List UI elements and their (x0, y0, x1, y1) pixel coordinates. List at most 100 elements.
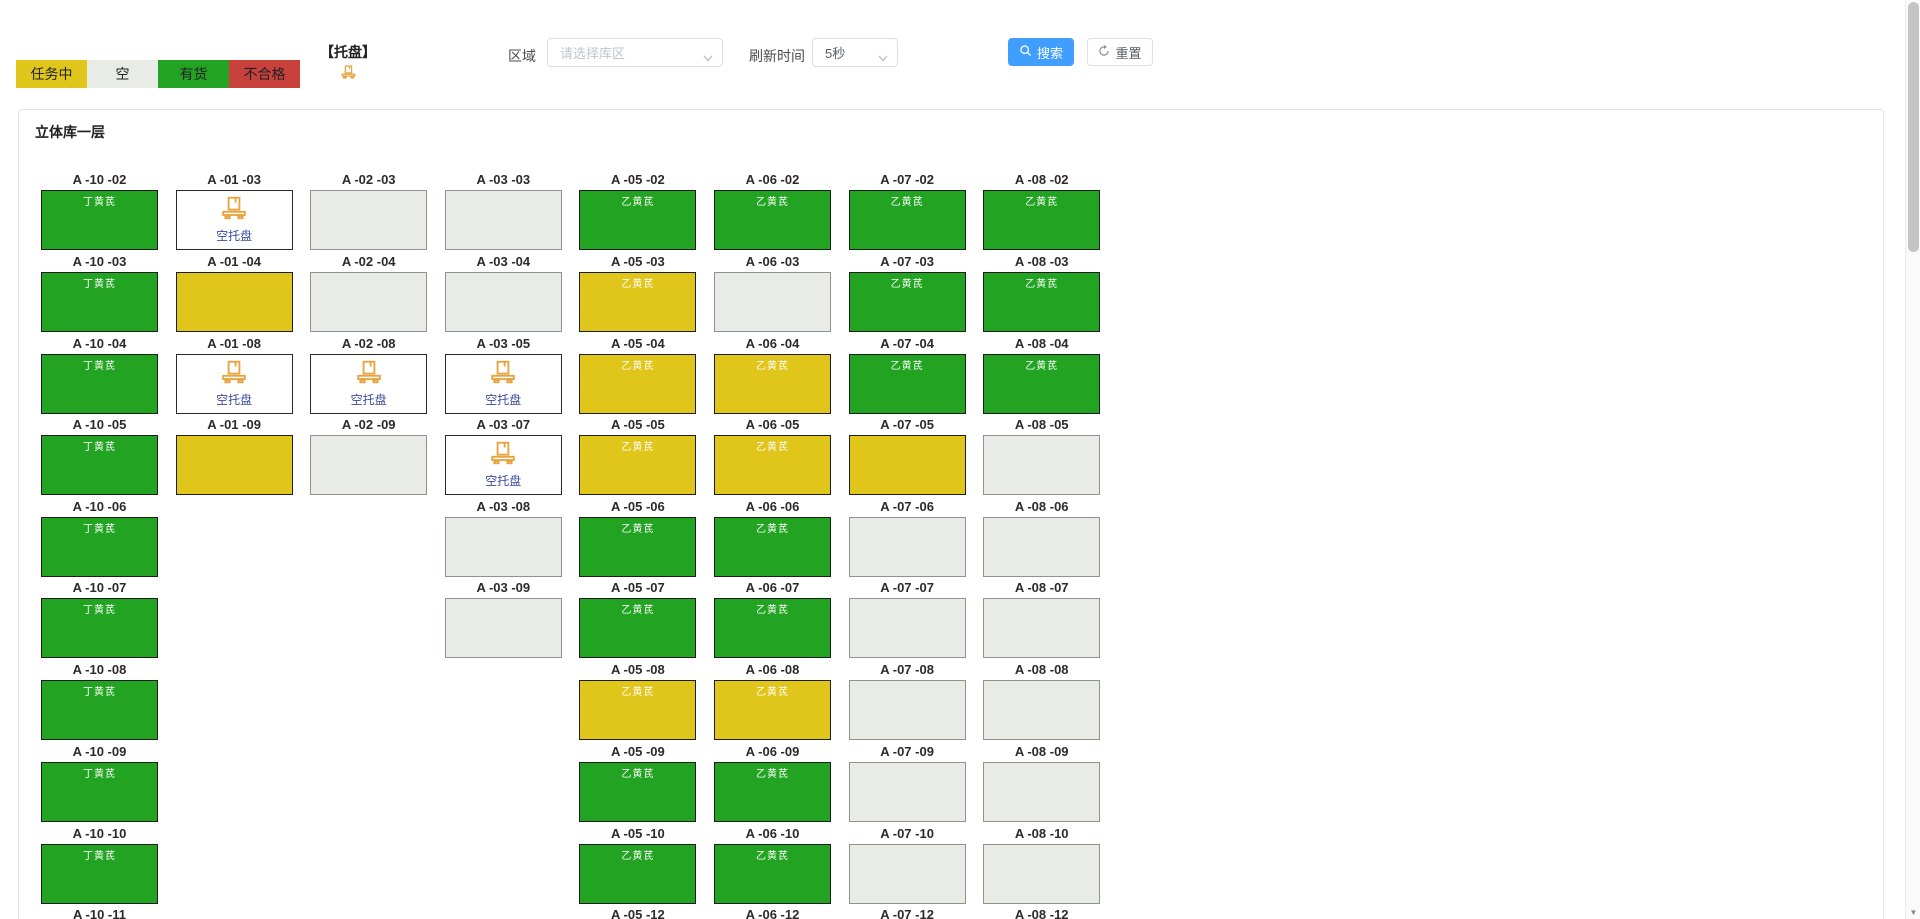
cell-box-task[interactable]: 乙黄芪 (579, 680, 697, 740)
cell-box-task[interactable] (175, 435, 293, 495)
cell-code: A -05 -09 (611, 744, 665, 759)
cell-box-stock[interactable]: 乙黄芪 (579, 598, 697, 658)
cell-box-stock[interactable]: 乙黄芪 (848, 190, 966, 250)
cell-box-stock[interactable]: 丁黄芪 (41, 598, 158, 658)
storage-cell: A -08 -07 (983, 581, 1101, 658)
scrollbar-down-arrow[interactable]: ▼ (1909, 908, 1918, 917)
storage-cell: A -08 -06 (983, 500, 1101, 577)
refresh-icon (1098, 44, 1110, 60)
cell-box-task[interactable] (848, 435, 966, 495)
cell-box-stock[interactable]: 乙黄芪 (983, 354, 1101, 414)
reset-button[interactable]: 重置 (1087, 38, 1153, 66)
vertical-scrollbar[interactable]: ▼ (1905, 0, 1920, 919)
cell-box-task[interactable]: 乙黄芪 (579, 354, 697, 414)
pallet-icon (311, 360, 426, 384)
cell-box-stock[interactable]: 乙黄芪 (579, 190, 697, 250)
cell-box-empty[interactable] (983, 435, 1101, 495)
cell-box-stock[interactable]: 丁黄芪 (41, 190, 158, 250)
cell-box-empty[interactable] (444, 190, 562, 250)
cell-box-stock[interactable]: 丁黄芪 (41, 354, 158, 414)
cell-box-pallet[interactable]: 空托盘 (444, 435, 562, 495)
cell-material-label: 丁黄芪 (83, 687, 116, 698)
cell-code: A -10 -04 (72, 336, 127, 351)
cell-box-empty[interactable] (983, 680, 1101, 740)
cell-code: A -03 -05 (476, 336, 531, 351)
cell-box-empty[interactable] (983, 844, 1101, 904)
storage-cell: A -10 -07 丁黄芪 (41, 581, 158, 658)
cell-code: A -10 -02 (72, 172, 127, 187)
cell-box-pallet[interactable]: 空托盘 (310, 354, 428, 414)
cell-material-label: 丁黄芪 (83, 605, 116, 616)
refresh-select[interactable]: 5秒 (812, 38, 898, 67)
cell-box-stock[interactable]: 丁黄芪 (41, 844, 158, 904)
cell-box-task[interactable]: 乙黄芪 (714, 354, 831, 414)
cell-box-empty[interactable] (444, 598, 562, 658)
cell-box-stock[interactable]: 丁黄芪 (41, 272, 158, 332)
cell-box-stock[interactable]: 丁黄芪 (41, 680, 158, 740)
cell-code: A -06 -10 (745, 826, 800, 841)
search-button[interactable]: 搜索 (1008, 38, 1074, 66)
cell-code: A -06 -02 (745, 172, 800, 187)
cell-box-stock[interactable]: 丁黄芪 (41, 517, 158, 577)
cell-box-stock[interactable]: 乙黄芪 (579, 517, 697, 577)
cell-box-empty[interactable] (983, 762, 1101, 822)
cell-box-task[interactable] (175, 272, 293, 332)
cell-material-label: 丁黄芪 (83, 851, 116, 862)
cell-box-stock[interactable]: 乙黄芪 (714, 598, 831, 658)
cell-box-task[interactable]: 乙黄芪 (579, 272, 697, 332)
storage-cell: A -05 -07 乙黄芪 (579, 581, 697, 658)
cell-box-pallet[interactable]: 空托盘 (175, 190, 293, 250)
cell-box-stock[interactable]: 乙黄芪 (983, 190, 1101, 250)
cell-box-empty[interactable] (983, 517, 1101, 577)
empty-pallet-label: 空托盘 (216, 393, 253, 407)
cell-box-stock[interactable]: 乙黄芪 (579, 844, 697, 904)
cell-box-task[interactable]: 乙黄芪 (714, 680, 831, 740)
cell-box-stock[interactable]: 乙黄芪 (714, 844, 831, 904)
cell-code: A -05 -04 (611, 336, 665, 351)
cell-box-empty[interactable] (310, 190, 428, 250)
cell-box-empty[interactable] (444, 517, 562, 577)
cell-box-empty[interactable] (983, 598, 1101, 658)
cell-box-pallet[interactable]: 空托盘 (175, 354, 293, 414)
scrollbar-thumb[interactable] (1908, 2, 1919, 252)
cell-box-empty[interactable] (848, 517, 966, 577)
cell-box-stock[interactable]: 乙黄芪 (714, 517, 831, 577)
storage-cell: A -05 -04 乙黄芪 (579, 336, 697, 414)
storage-cell: A -02 -04 (310, 255, 428, 332)
cell-material-label: 乙黄芪 (621, 851, 655, 862)
cell-box-empty[interactable] (310, 272, 428, 332)
cell-code: A -05 -05 (611, 417, 665, 432)
cell-box-empty[interactable] (310, 435, 428, 495)
cell-box-empty[interactable] (848, 680, 966, 740)
area-select[interactable]: 请选择库区 (547, 38, 723, 67)
storage-cell: A -06 -06 乙黄芪 (714, 500, 831, 577)
cell-material-label: 丁黄芪 (83, 197, 116, 208)
storage-cell: A -06 -03 (714, 255, 831, 332)
cell-box-empty[interactable] (848, 762, 966, 822)
cell-box-stock[interactable]: 丁黄芪 (41, 762, 158, 822)
cell-box-stock[interactable]: 乙黄芪 (983, 272, 1101, 332)
storage-cell: A -05 -10 乙黄芪 (579, 827, 697, 904)
cell-box-stock[interactable]: 乙黄芪 (848, 272, 966, 332)
empty-pallet-label: 空托盘 (350, 393, 387, 407)
reset-button-label: 重置 (1115, 45, 1142, 61)
cell-code: A -08 -10 (1014, 826, 1069, 841)
storage-cell: A -03 -07 空托盘 (444, 418, 562, 495)
cell-box-stock[interactable]: 乙黄芪 (714, 762, 831, 822)
cell-box-empty[interactable] (848, 598, 966, 658)
cell-material-label: 乙黄芪 (621, 442, 655, 453)
cell-box-empty[interactable] (444, 272, 562, 332)
cell-code: A -07 -03 (880, 254, 934, 269)
cell-box-empty[interactable] (714, 272, 831, 332)
cell-box-stock[interactable]: 乙黄芪 (579, 762, 697, 822)
cell-box-task[interactable]: 乙黄芪 (714, 435, 831, 495)
storage-cell: A -05 -08 乙黄芪 (579, 663, 697, 740)
storage-cell: A -05 -06 乙黄芪 (579, 500, 697, 577)
cell-box-empty[interactable] (848, 844, 966, 904)
cell-box-stock[interactable]: 丁黄芪 (41, 435, 158, 495)
cell-box-stock[interactable]: 乙黄芪 (714, 190, 831, 250)
cell-box-task[interactable]: 乙黄芪 (579, 435, 697, 495)
cell-box-stock[interactable]: 乙黄芪 (848, 354, 966, 414)
cell-box-pallet[interactable]: 空托盘 (444, 354, 562, 414)
cell-material-label: 丁黄芪 (83, 442, 116, 453)
